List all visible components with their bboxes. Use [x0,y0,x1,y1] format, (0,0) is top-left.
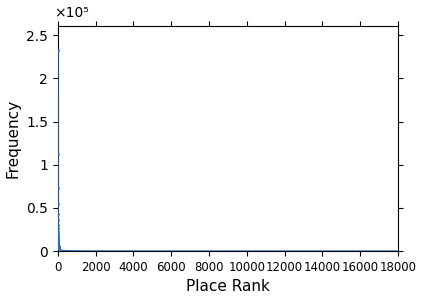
Point [54,152,61,156]
Point [55,244,62,249]
Point [56,246,62,251]
Point [55,244,62,249]
Point [55,245,62,250]
Point [55,244,62,249]
Point [55,245,62,250]
Point [54,231,61,236]
Point [54,212,61,216]
Point [56,246,62,251]
Point [55,241,62,246]
Point [54,229,61,233]
Point [55,242,62,247]
Point [56,246,62,251]
Text: ×10⁵: ×10⁵ [54,6,89,20]
Point [55,245,62,250]
Y-axis label: Frequency: Frequency [5,99,21,178]
Point [55,237,62,242]
Point [55,245,62,250]
Point [55,236,62,241]
X-axis label: Place Rank: Place Rank [186,279,270,294]
Point [55,239,62,244]
Point [55,238,62,243]
Point [55,246,62,250]
Point [55,240,62,244]
Point [55,245,62,250]
Point [55,243,62,248]
Point [54,218,61,223]
Point [55,244,62,249]
Point [55,238,62,243]
Point [55,245,62,250]
Point [55,246,62,250]
Point [55,244,62,249]
Point [55,243,62,248]
Point [55,245,62,250]
Point [55,242,62,247]
Point [55,244,62,249]
Point [55,244,62,248]
Point [55,235,62,240]
Point [55,245,62,250]
Point [54,202,61,207]
Point [55,244,62,249]
Point [56,246,62,250]
Point [54,223,61,227]
Point [55,243,62,248]
Point [55,246,62,250]
Point [54,47,61,52]
Point [55,240,62,245]
Point [55,243,62,248]
Point [55,234,62,239]
Point [54,226,61,231]
Point [55,245,62,250]
Point [55,232,62,237]
Point [54,185,61,190]
Point [55,245,62,250]
Point [55,245,62,250]
Point [55,241,62,246]
Point [55,242,62,247]
Point [55,244,62,248]
Point [55,242,62,246]
Point [55,241,62,245]
Point [56,246,62,251]
Point [56,246,62,250]
